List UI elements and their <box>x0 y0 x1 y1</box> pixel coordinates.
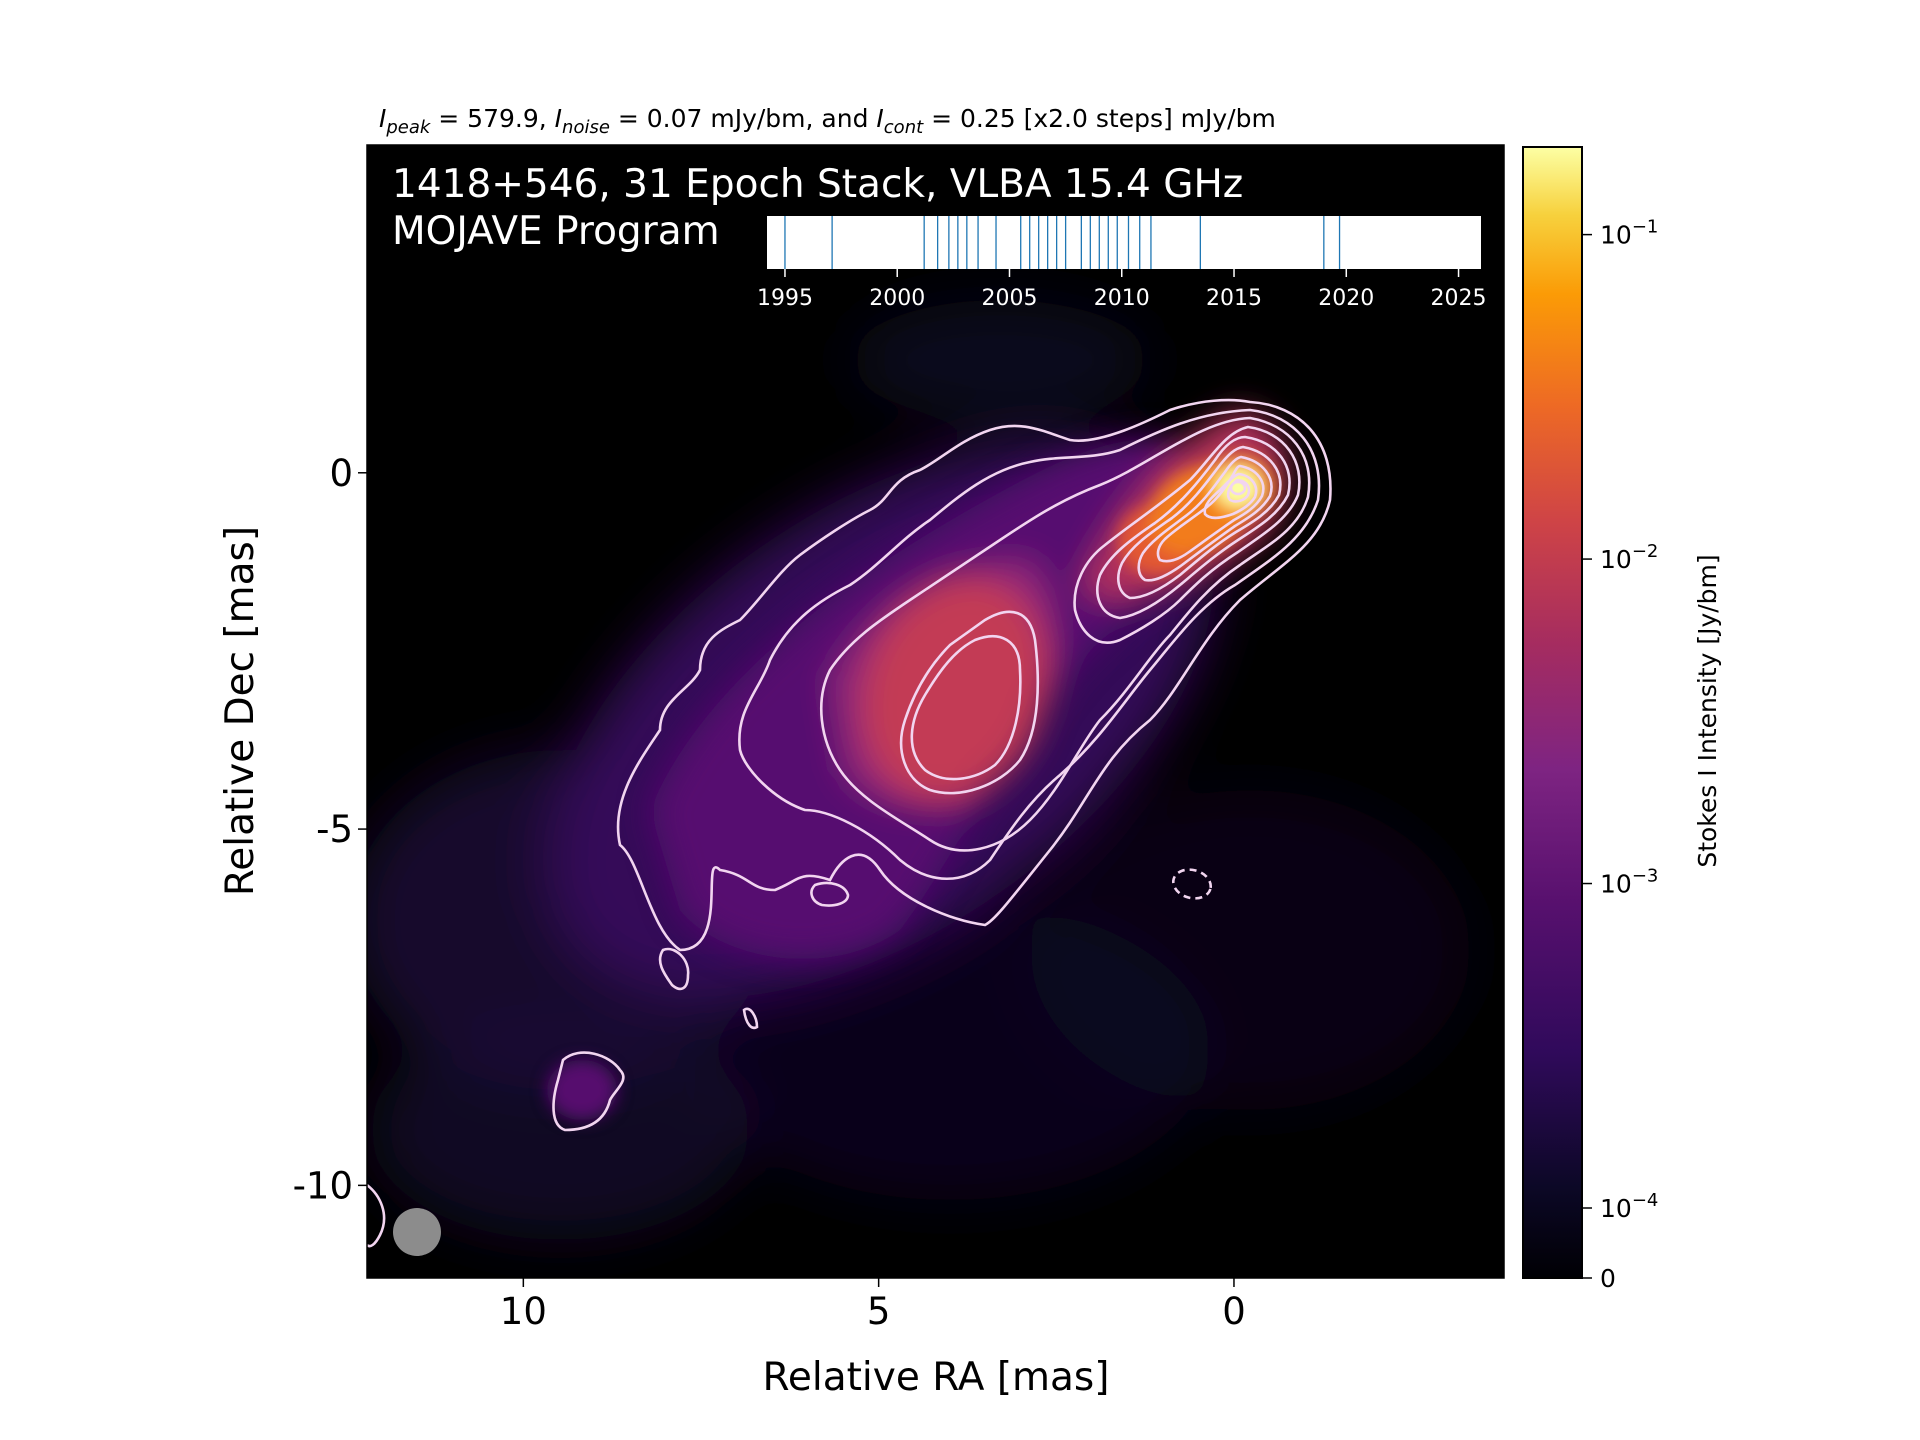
contour-2 <box>738 408 1321 880</box>
y-tick-label: 0 <box>329 452 353 495</box>
contour-9 <box>1137 455 1273 582</box>
noise-value: = 0.07 mJy/bm, and <box>610 104 877 133</box>
contour-7 <box>1096 435 1291 620</box>
contour-5 <box>910 634 1022 781</box>
plot-header: Ipeak = 579.9, Inoise = 0.07 mJy/bm, and… <box>379 104 1276 138</box>
contour-negative <box>1171 868 1213 900</box>
contour-lines <box>367 398 1332 1248</box>
colorbar-ticks: 10−1 10−2 10−3 10−4 0 <box>1582 217 1658 1293</box>
epoch-tick-label: 1995 <box>757 286 813 311</box>
y-tick-label: -5 <box>316 808 353 851</box>
image-frame <box>366 144 1505 1279</box>
x-axis-label: Relative RA [mas] <box>763 1355 1110 1400</box>
image-panel: 1418+546, 31 Epoch Stack, VLBA 15.4 GHz … <box>366 144 1505 1279</box>
colorbar-tick-label: 10−3 <box>1600 866 1658 899</box>
source-title: 1418+546, 31 Epoch Stack, VLBA 15.4 GHz <box>392 162 1243 207</box>
emission-map <box>367 300 1470 1248</box>
contour-3 <box>820 416 1311 852</box>
contour-8 <box>1116 445 1282 600</box>
y-tick-label: -10 <box>293 1164 353 1207</box>
epoch-tick-label: 2020 <box>1318 286 1374 311</box>
x-tick-label: 5 <box>867 1290 891 1333</box>
contour-11 <box>1203 472 1258 520</box>
noise-symbol: I <box>555 104 562 133</box>
noise-subscript: noise <box>562 117 610 138</box>
epoch-tick-label: 2015 <box>1206 286 1262 311</box>
contour-outer <box>616 398 1332 952</box>
contour-4 <box>899 610 1040 795</box>
x-tick-label: 10 <box>500 1290 547 1333</box>
contour-blob-b <box>658 947 690 991</box>
contour-blob-c <box>742 1007 759 1030</box>
epoch-tick-label: 2010 <box>1094 286 1150 311</box>
y-axis-label: Relative Dec [mas] <box>218 526 263 896</box>
epoch-tick-label: 2025 <box>1431 286 1487 311</box>
peak-subscript: peak <box>385 117 432 138</box>
epoch-tick-label: 2005 <box>981 286 1037 311</box>
epoch-tick-label: 2000 <box>869 286 925 311</box>
contour-6 <box>1073 425 1301 644</box>
colorbar-gradient <box>1523 147 1582 1278</box>
contour-blob-d <box>552 1051 625 1132</box>
program-title: MOJAVE Program <box>392 209 720 254</box>
epoch-timeline: 1995 2000 2005 2010 2015 2020 2025 <box>757 216 1487 311</box>
colorbar-label: Stokes I Intensity [Jy/bm] <box>1693 554 1722 867</box>
peak-symbol: I <box>379 104 386 133</box>
contour-peak <box>1229 480 1247 496</box>
colorbar-tick-label: 0 <box>1600 1264 1616 1293</box>
cont-symbol: I <box>876 104 883 133</box>
colorbar-tick-label: 10−2 <box>1600 541 1658 574</box>
cont-value: = 0.25 [x2.0 steps] mJy/bm <box>923 104 1276 133</box>
contour-blob-a <box>810 881 850 907</box>
x-axis-ticks: 10 5 0 <box>500 1278 1246 1333</box>
colorbar: 10−1 10−2 10−3 10−4 0 Stokes I Intensity [Jy… <box>1522 146 1722 1293</box>
beam-marker <box>393 1208 441 1256</box>
x-tick-label: 0 <box>1222 1290 1246 1333</box>
colorbar-frame <box>1522 146 1583 1279</box>
colorbar-tick-label: 10−4 <box>1600 1190 1658 1223</box>
epoch-timeline-box <box>767 216 1481 269</box>
y-axis-ticks: 0 -5 -10 <box>293 452 367 1207</box>
epoch-lines <box>784 216 1341 269</box>
contour-edge <box>367 1183 386 1248</box>
cont-subscript: cont <box>884 117 924 138</box>
peak-value: = 579.9, <box>430 104 554 133</box>
epoch-ticks: 1995 2000 2005 2010 2015 2020 2025 <box>757 269 1487 311</box>
colorbar-tick-label: 10−1 <box>1600 217 1658 250</box>
